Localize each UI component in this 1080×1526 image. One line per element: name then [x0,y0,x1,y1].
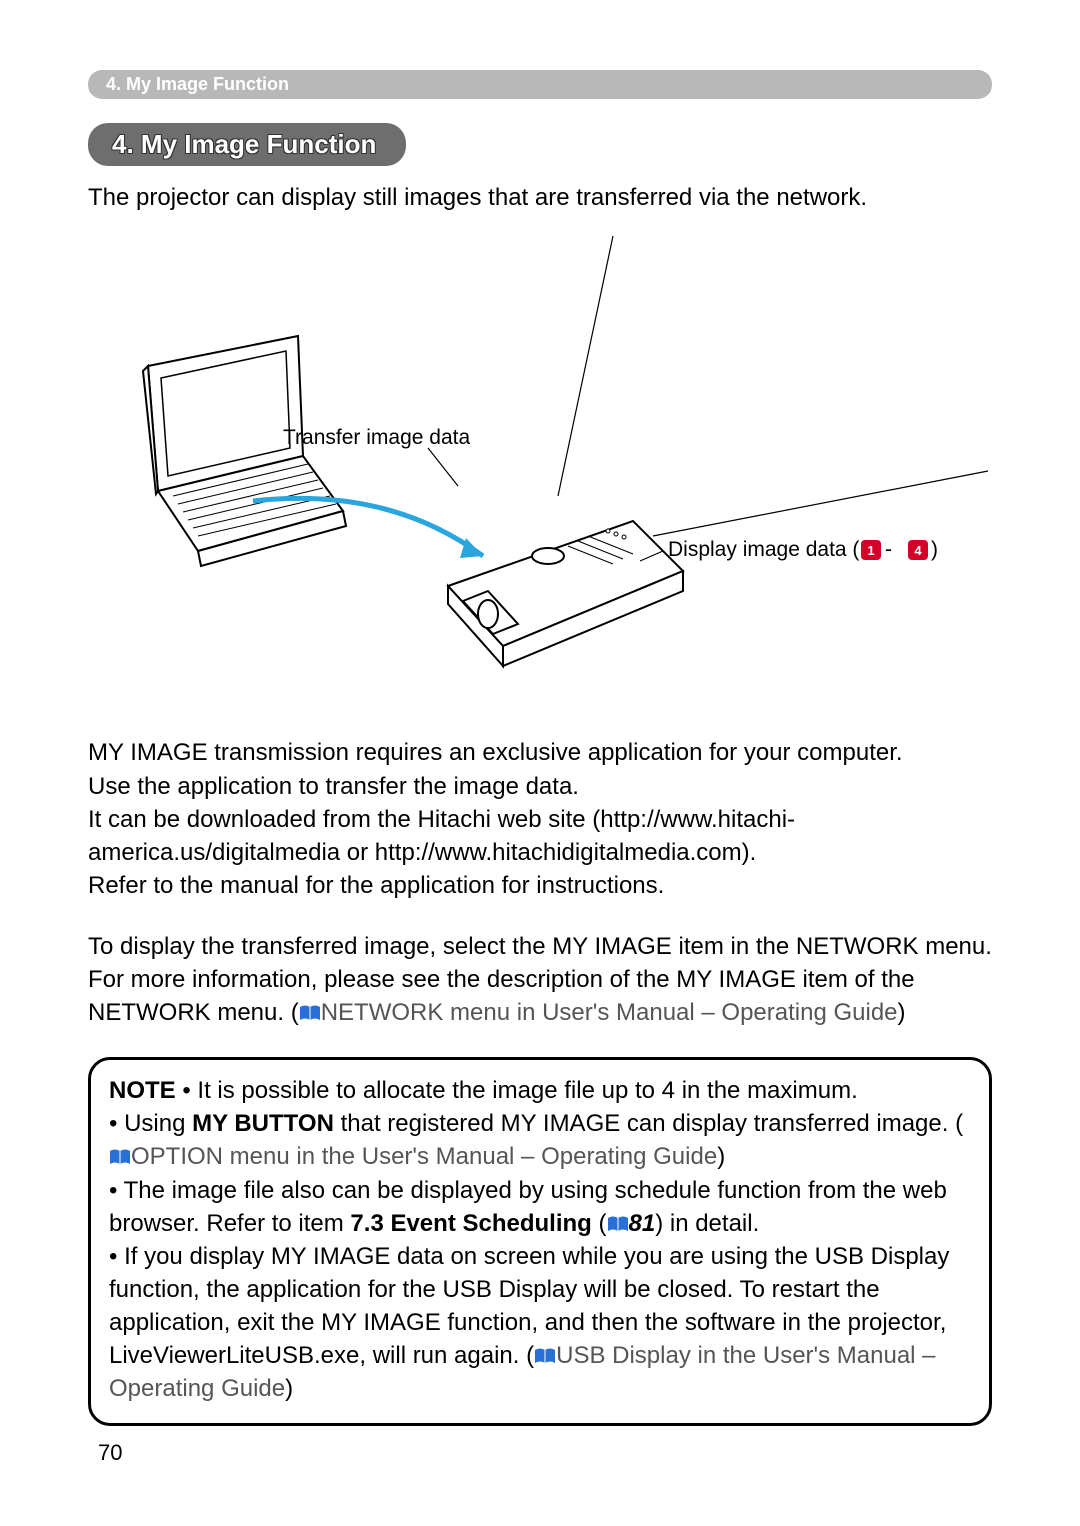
intro-text: The projector can display still images t… [88,182,992,214]
note-label: NOTE [109,1077,176,1104]
projector-drawing [448,521,683,666]
display-label-group: Display image data ( 1 - 4 ) [668,538,938,561]
transfer-diagram: Transfer image data Display image data (… [88,226,992,726]
transfer-label: Transfer image data [283,426,470,449]
svg-text:): ) [931,538,938,561]
svg-text:4: 4 [914,543,922,558]
page-header-bar: 4. My Image Function [88,70,992,99]
svg-text:1: 1 [867,543,874,558]
header-label: 4. My Image Function [106,74,289,94]
book-icon [534,1347,556,1365]
book-icon [299,1004,321,1022]
laptop-drawing [143,336,346,566]
page-number: 70 [98,1440,122,1466]
section-title-pill: 4. My Image Function [88,123,406,166]
svg-text:Display image data (: Display image data ( [668,538,859,561]
book-icon [109,1148,131,1166]
section-title: 4. My Image Function [112,129,376,159]
book-icon [607,1215,629,1233]
paragraph-1: MY IMAGE transmission requires an exclus… [88,736,992,902]
svg-text:-: - [885,538,892,561]
paragraph-2: To display the transferred image, select… [88,930,992,1029]
note-box: NOTE • It is possible to allocate the im… [88,1057,992,1426]
body-text-block: MY IMAGE transmission requires an exclus… [88,736,992,1029]
